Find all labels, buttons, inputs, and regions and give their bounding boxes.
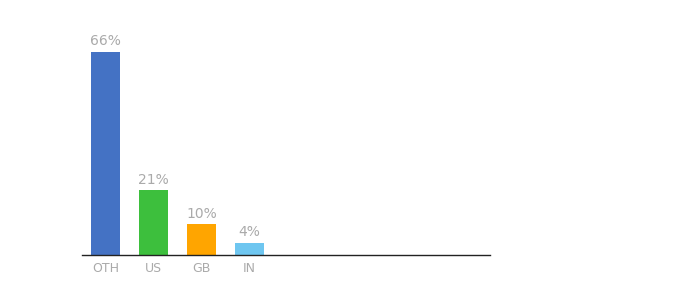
Text: 21%: 21% [138,172,169,187]
Bar [139,190,168,255]
Bar [235,243,264,255]
Text: 4%: 4% [239,225,260,239]
Bar [187,224,216,255]
Text: 10%: 10% [186,206,217,220]
Bar [91,52,120,255]
Text: 66%: 66% [90,34,121,48]
